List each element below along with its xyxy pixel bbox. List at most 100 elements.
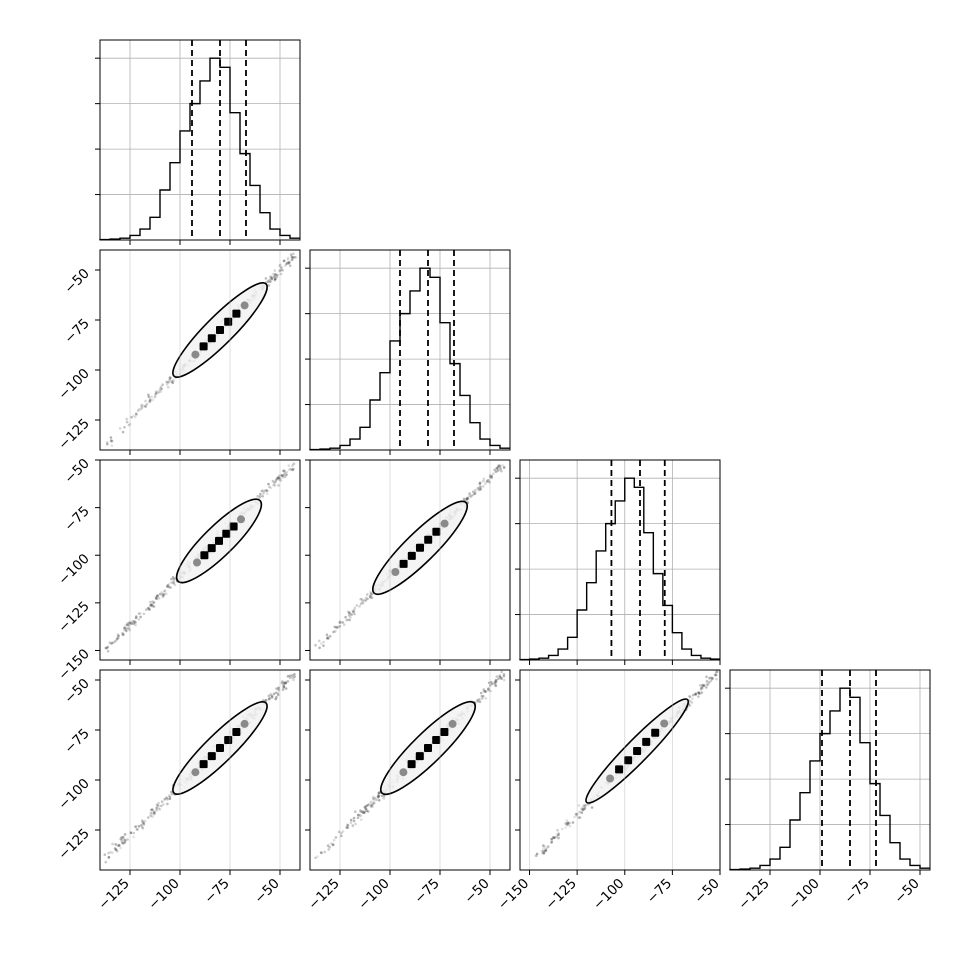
scatter-point [272,483,276,487]
panel-frame [519,669,721,871]
scatter-point [156,594,160,598]
scatter-point [172,379,175,382]
scatter-point [547,845,550,848]
scatter-point [108,641,112,644]
scatter-point [274,277,277,281]
scatter-point [331,843,335,846]
scatter-point [258,494,262,498]
x-tick-label: −100 [785,876,823,914]
scatter-point [284,687,288,690]
scatter-panel-2-0 [99,459,301,661]
scatter-point [281,476,285,479]
x-tick-label: −75 [644,876,675,907]
scatter-point [146,606,150,610]
scatter-point [478,482,482,485]
scatter-point [590,806,594,809]
y-tick-label: −50 [61,456,92,487]
scatter-point [364,596,368,600]
scatter-point [497,465,500,469]
scatter-point [535,854,538,858]
scatter-point [480,697,484,700]
scatter-point [164,592,168,595]
scatter-point [465,497,469,500]
scatter-point [494,470,498,474]
scatter-point [273,278,277,281]
scatter-point [487,688,490,692]
scatter-point [291,256,294,260]
scatter-content [314,670,506,860]
scatter-point [272,692,276,696]
scatter-point [472,490,475,494]
scatter-point [263,489,266,492]
scatter-point [170,577,173,581]
scatter-point [466,496,470,500]
scatter-point [490,474,493,478]
scatter-point [119,837,122,841]
scatter-point [274,275,277,278]
scatter-point [170,792,174,796]
scatter-point [380,794,384,798]
scatter-point [465,497,469,501]
scatter-point [151,815,154,818]
scatter-point [139,615,142,619]
scatter-point [566,822,570,825]
panel-frame [99,459,301,661]
scatter-point [369,800,373,804]
scatter-point [568,824,572,828]
scatter-point [259,492,262,496]
scatter-point [152,605,156,608]
scatter-point [327,843,330,847]
scatter-point [465,497,469,501]
scatter-point [268,485,271,489]
scatter-point [478,482,482,485]
panel-frame [729,669,931,871]
scatter-point [319,851,323,854]
scatter-point [134,621,137,624]
scatter-point [583,806,587,809]
scatter-point [583,807,586,811]
scatter-point [282,259,286,263]
scatter-point [482,477,486,481]
x-tick-label: −125 [735,876,773,914]
scatter-point [363,811,367,815]
scatter-point [169,376,172,380]
x-tick-label: −100 [355,876,393,914]
scatter-point [478,700,482,704]
scatter-point [500,470,503,473]
scatter-point [325,636,329,640]
scatter-point [542,851,546,854]
scatter-point [494,679,498,683]
scatter-point [150,808,154,811]
scatter-point [292,462,296,466]
scatter-point [140,823,143,827]
scatter-point [285,470,289,474]
scatter-point [266,280,270,284]
scatter-point [261,495,264,498]
scatter-point [287,464,291,467]
scatter-point [484,697,488,700]
scatter-point [542,849,545,853]
scatter-point [352,816,356,820]
y-tick-label: −100 [55,776,93,814]
scatter-point [288,260,291,264]
scatter-point [264,699,268,702]
scatter-point [356,816,360,819]
scatter-point [502,466,506,470]
scatter-point [701,687,704,690]
scatter-point [705,682,708,685]
scatter-point [284,681,288,684]
scatter-point [166,386,170,389]
x-tick-label: −100 [145,876,183,914]
scatter-point [283,264,287,268]
scatter-point [168,797,172,801]
x-tick-label: −50 [251,876,282,907]
scatter-point [346,826,350,830]
scatter-point [287,256,290,260]
density-core-cell [432,527,441,536]
scatter-point [133,620,136,623]
scatter-point [293,675,296,679]
scatter-point [699,688,703,691]
scatter-point [124,628,128,632]
y-tick-label: −50 [61,266,92,297]
scatter-point [557,833,560,837]
